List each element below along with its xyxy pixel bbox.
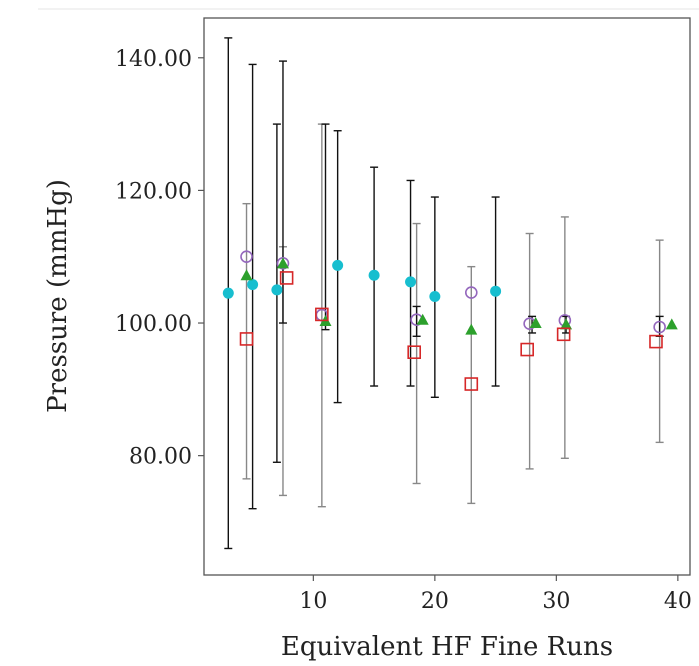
series-2-point-4 — [465, 323, 478, 335]
y-tick-label-3: 140.00 — [115, 47, 192, 72]
series-0-point-2 — [271, 284, 283, 296]
series-3-point-7 — [649, 334, 663, 349]
series-3-point-4 — [464, 377, 479, 391]
x-axis-label: Equivalent HF Fine Runs — [281, 632, 613, 662]
y-tick-label-0: 80.00 — [129, 445, 192, 470]
series-3-point-1 — [279, 271, 294, 285]
y-tick-label-2: 120.00 — [115, 179, 192, 204]
series-0-point-3 — [332, 259, 344, 271]
plot-frame — [203, 17, 691, 576]
series-2-point-6 — [560, 318, 573, 330]
x-tick-label-0: 10 — [299, 589, 327, 614]
series-1-point-7 — [653, 320, 666, 334]
x-axis-ticks: 10 20 30 40 — [299, 575, 692, 614]
series-2-point-1 — [276, 257, 289, 269]
series-3-point-5 — [520, 342, 534, 357]
series-1-point-4 — [464, 286, 478, 299]
series-0-point-4 — [368, 269, 380, 281]
series-2-point-0 — [240, 269, 253, 281]
y-axis-label: Pressure (mmHg) — [43, 179, 73, 413]
y-axis-ticks: 80.00 100.00 120.00 140.00 — [115, 47, 204, 470]
series-0-point-1 — [247, 279, 259, 291]
data-markers — [222, 250, 678, 391]
series-0-point-5 — [405, 276, 417, 288]
series-3-point-0 — [239, 332, 254, 346]
x-tick-label-1: 20 — [421, 589, 449, 614]
series-2-point-5 — [529, 317, 542, 329]
y-tick-label-1: 100.00 — [115, 312, 192, 337]
x-tick-label-2: 30 — [542, 589, 570, 614]
series-0-point-6 — [429, 291, 441, 302]
series-3-point-3 — [407, 345, 421, 360]
series-2-point-3 — [416, 313, 429, 325]
series-2-point-7 — [665, 318, 678, 330]
series-3-point-6 — [556, 327, 571, 342]
series-1-point-0 — [240, 250, 253, 264]
series-3-point-2 — [315, 307, 329, 322]
series-0-point-0 — [222, 287, 234, 299]
x-tick-label-3: 40 — [664, 589, 692, 614]
series-0-point-7 — [490, 285, 502, 297]
